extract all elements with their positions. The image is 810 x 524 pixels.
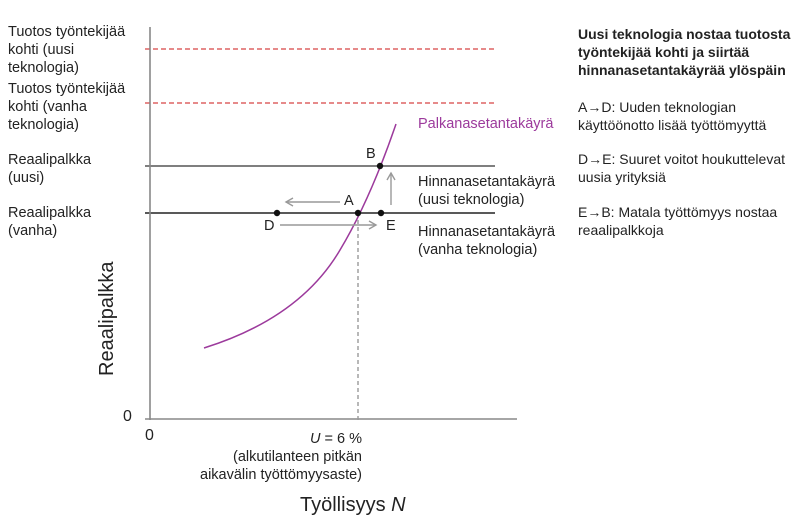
sidebar-step-a-d: A→D: Uuden teknologian käyttöönotto lisä… — [578, 99, 767, 133]
unemployment-rate-label: U = 6 % — [310, 431, 362, 447]
sidebar-step-d-e: D→E: Suuret voitot houkuttelevat uusia y… — [578, 151, 785, 185]
unemployment-note: (alkutilanteen pitkän aikavälin työttömy… — [200, 449, 362, 483]
label-price-setting-new: Hinnanasetantakäyrä (uusi teknologia) — [418, 174, 556, 208]
x-zero-label: 0 — [145, 427, 154, 444]
point-e-dot — [377, 209, 385, 217]
point-a-dot — [354, 209, 362, 217]
point-a-label: A — [344, 193, 354, 209]
label-output-new: Tuotos työntekijää kohti (uusi teknologi… — [8, 24, 126, 76]
point-b-dot — [376, 162, 384, 170]
point-b-label: B — [366, 146, 376, 162]
y-axis-label: Reaalipalkka — [96, 261, 118, 376]
wage-setting-curve — [203, 123, 397, 349]
point-d-label: D — [264, 218, 275, 234]
y-zero-label: 0 — [123, 408, 132, 425]
point-e-label: E — [386, 218, 396, 234]
point-d-dot — [273, 209, 281, 217]
label-output-old: Tuotos työntekijää kohti (vanha teknolog… — [8, 81, 126, 133]
x-axis-label: Työllisyys N — [300, 494, 406, 516]
sidebar-title: Uusi teknologia nostaa tuotosta työnteki… — [578, 26, 791, 78]
label-wage-setting-curve: Palkanasetantakäyrä — [418, 116, 554, 132]
label-price-setting-old: Hinnanasetantakäyrä (vanha teknologia) — [418, 224, 556, 258]
label-wage-new: Reaalipalkka (uusi) — [8, 152, 92, 186]
label-wage-old: Reaalipalkka (vanha) — [8, 205, 92, 239]
sidebar-step-e-b: E→B: Matala työttömyys nostaa reaalipalk… — [578, 204, 778, 238]
